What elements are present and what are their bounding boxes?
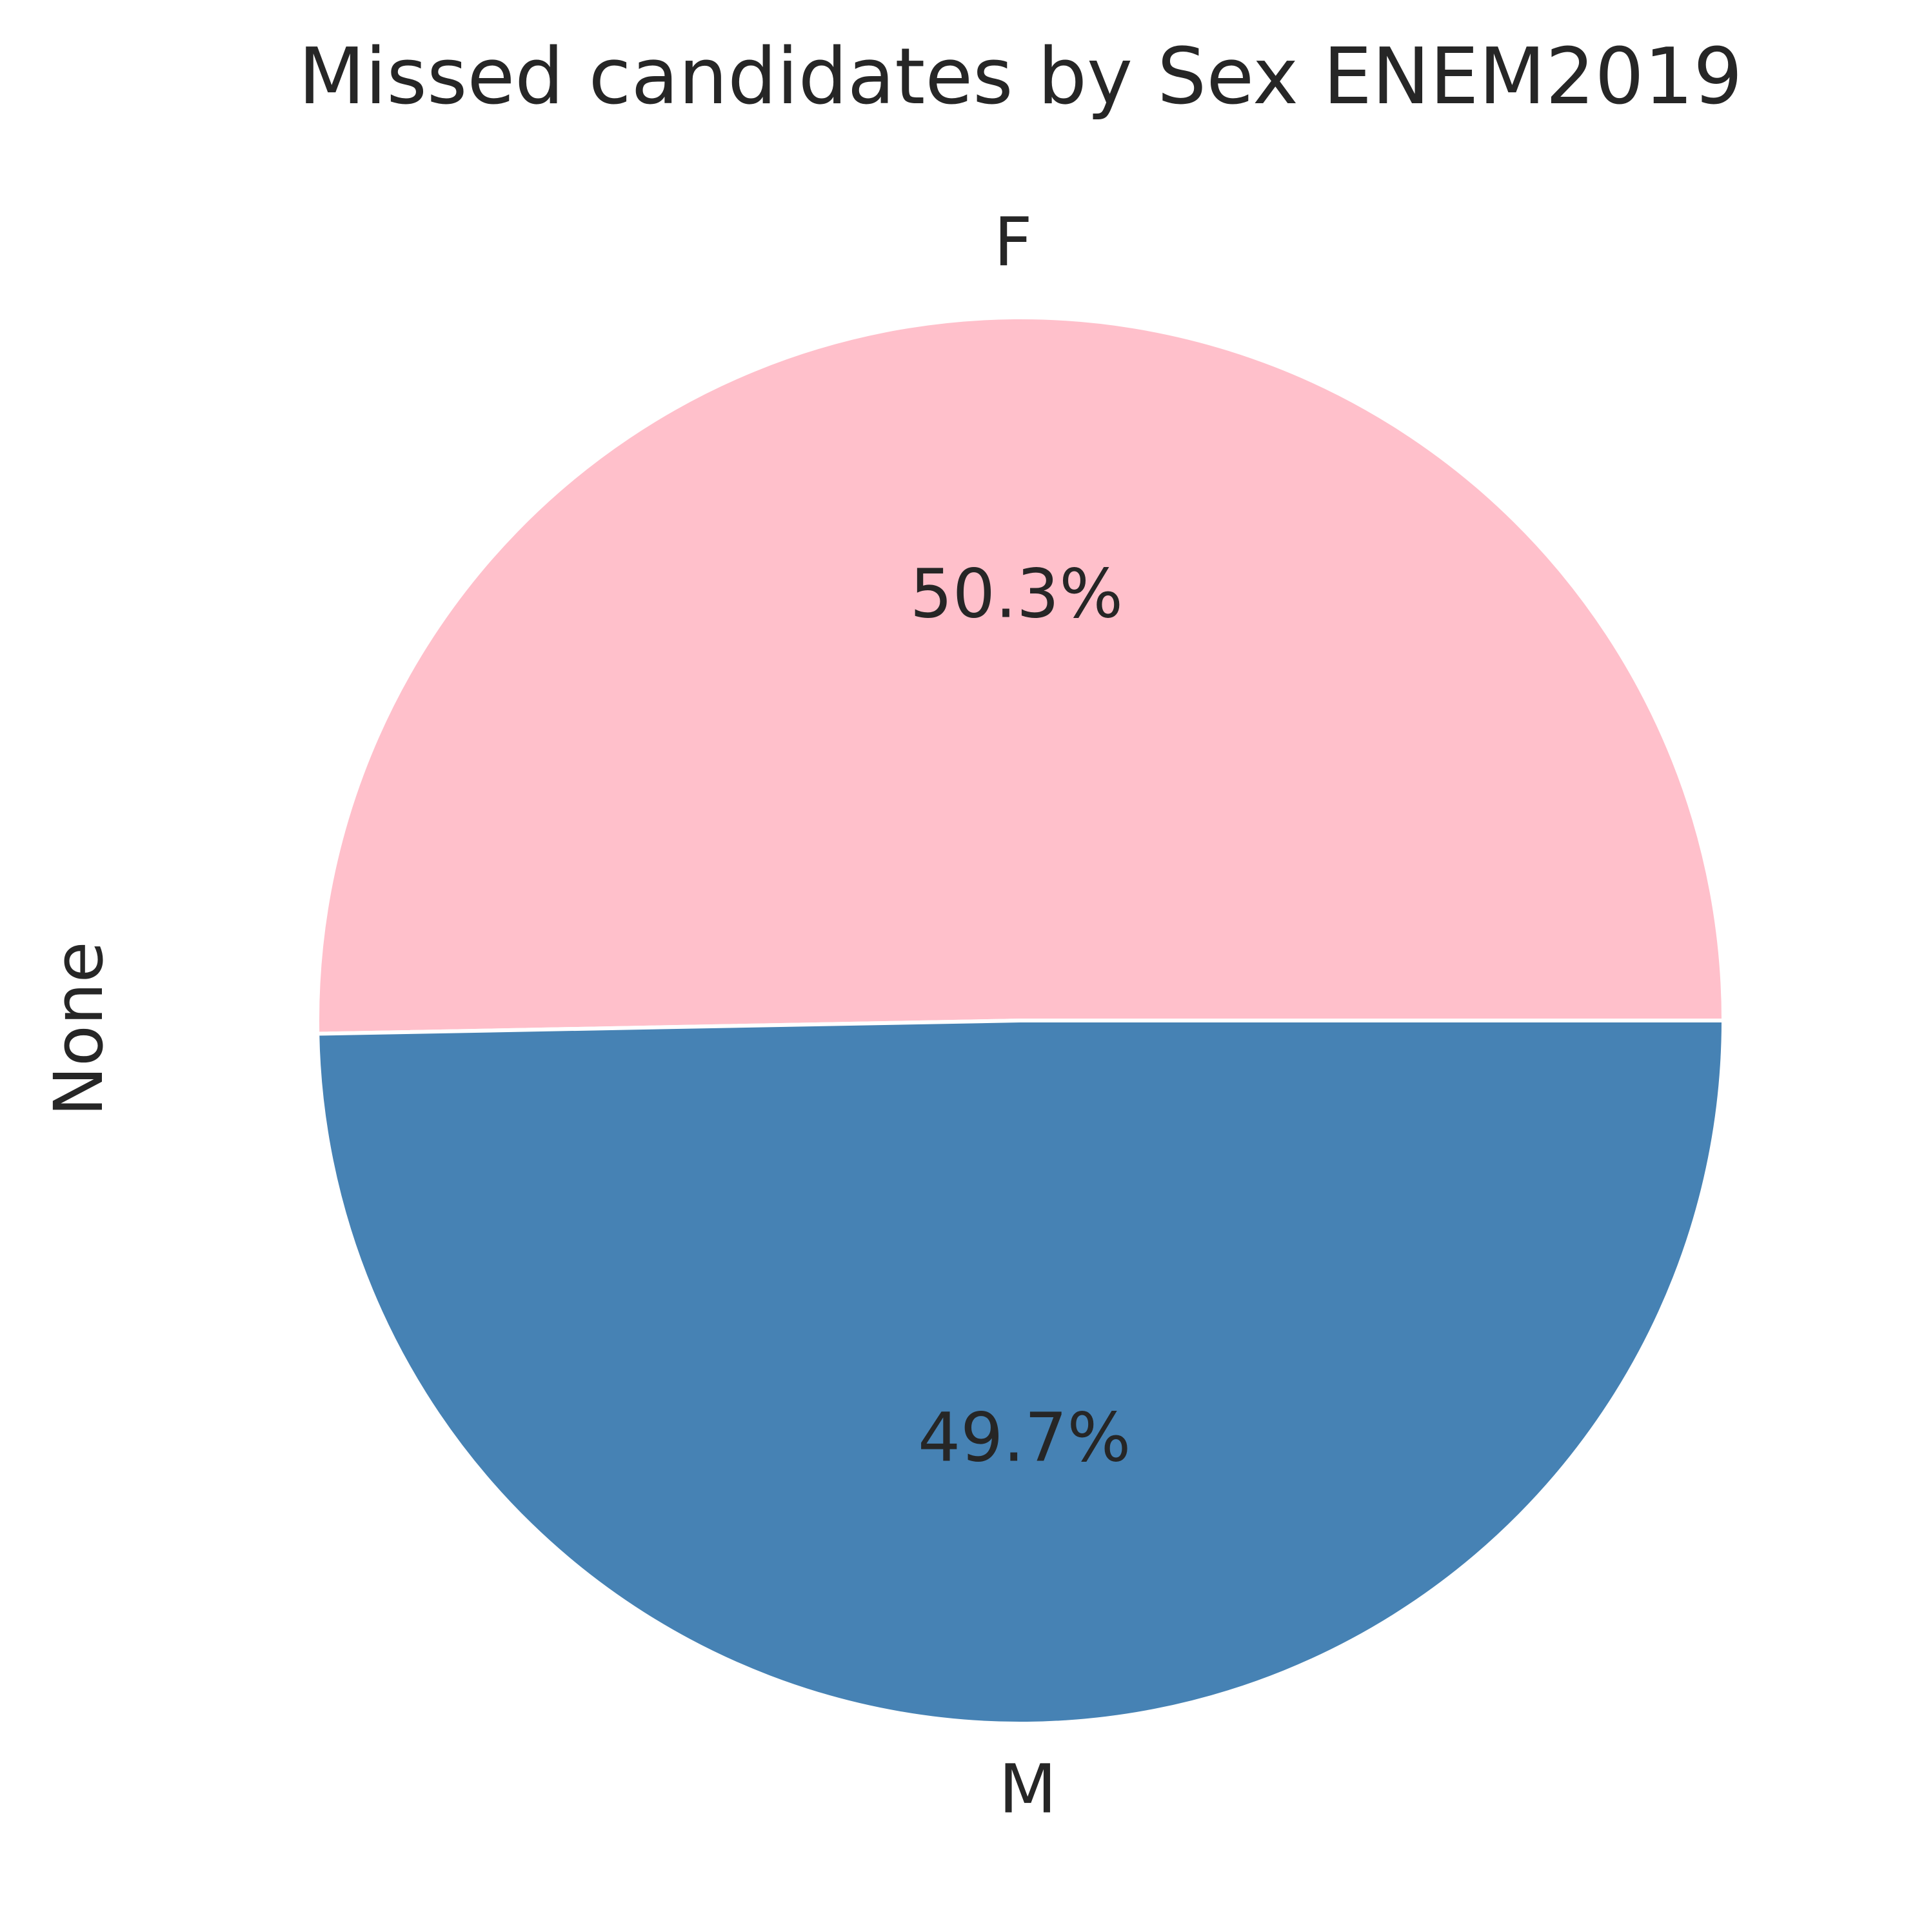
slice-label-f: F xyxy=(994,203,1033,281)
slice-label-m: M xyxy=(998,1749,1057,1828)
pie-labels: F 50.3% M 49.7% xyxy=(910,203,1131,1828)
pie-slice-f xyxy=(315,315,1725,1036)
slice-pct-label-f: 50.3% xyxy=(910,554,1123,633)
chart-title: Missed candidates by Sex ENEM2019 xyxy=(298,32,1742,122)
slice-pct-label-m: 49.7% xyxy=(918,1398,1131,1477)
pie-slice-m xyxy=(315,1019,1725,1726)
y-axis-label: None xyxy=(39,941,118,1116)
pie-slices xyxy=(315,315,1725,1726)
